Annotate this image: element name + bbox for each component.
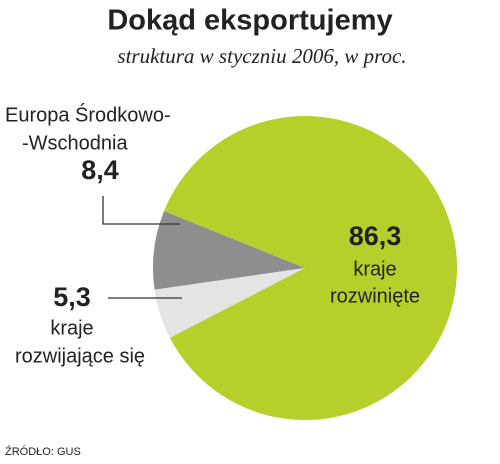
category-label: kraje [50, 317, 93, 339]
category-label: rozwijające się [15, 345, 145, 367]
value-label: 86,3 [349, 221, 402, 251]
pie-slice [154, 268, 305, 338]
category-label: -Wschodnia [22, 132, 128, 154]
chart-subtitle: struktura w styczniu 2006, w proc. [117, 44, 406, 68]
category-label: kraje [353, 258, 396, 280]
chart-title: Dokąd eksportujemy [107, 5, 392, 37]
leader-line [102, 196, 180, 225]
value-label: 8,4 [81, 155, 119, 185]
value-label: 5,3 [53, 282, 91, 312]
category-label: rozwinięte [330, 285, 420, 307]
source: ŹRÓDŁO: GUS [5, 445, 81, 458]
pie-slice [153, 211, 305, 290]
category-label: Europa Środkowo- [5, 102, 171, 126]
pie-slice [164, 116, 458, 420]
